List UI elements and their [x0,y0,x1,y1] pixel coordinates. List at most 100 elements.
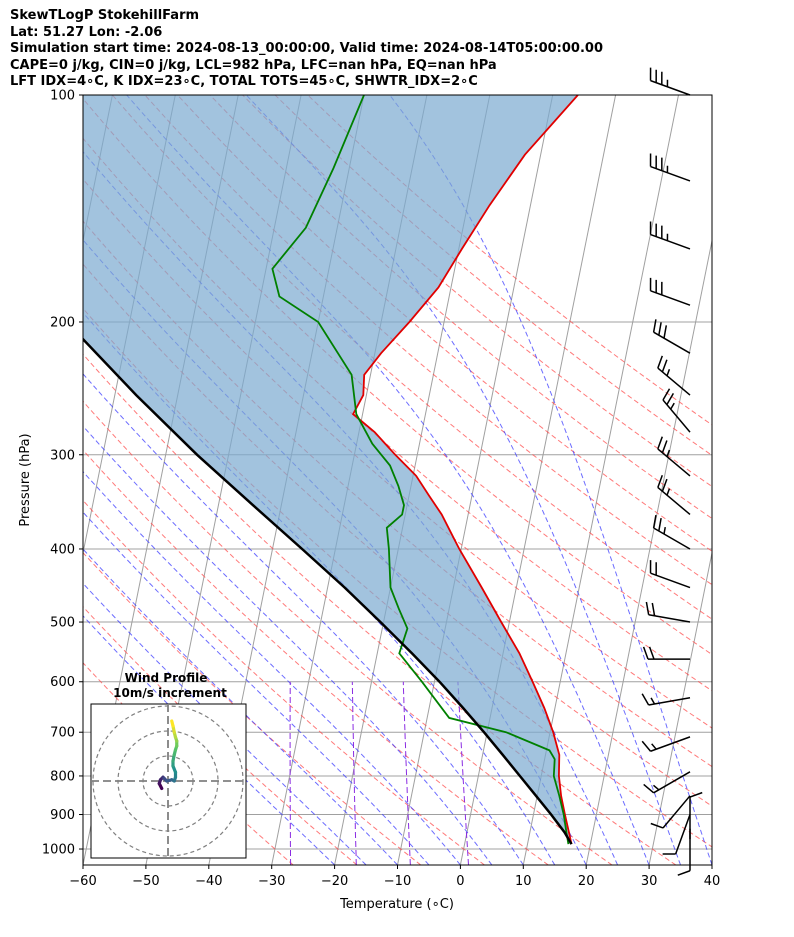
wind-barb-feather [652,784,660,791]
dry-adiabat-line [177,95,712,552]
y-tick-label: 1000 [42,843,75,858]
wind-barb-feather [648,646,655,660]
wind-barb-feather [657,436,663,450]
wind-barb-shaft [648,614,691,623]
x-tick-label: 0 [456,874,464,889]
x-tick-label: −40 [195,874,222,889]
wind-barb-shaft [650,165,691,182]
x-tick-label: 40 [704,874,721,889]
wind-barb-feather [652,515,657,529]
moist-adiabat-line [83,615,335,865]
wind-barb-feather [650,697,656,705]
wind-barb-shaft [653,331,691,354]
y-tick-label: 800 [50,769,75,784]
wind-barb-feather [666,488,671,496]
hodograph-subtitle: 10m/s increment [113,686,227,700]
moist-adiabat-line [83,548,398,865]
x-tick-label: −10 [384,874,411,889]
isotherm-line [711,862,712,865]
x-tick-label: −30 [258,874,285,889]
x-tick-label: −60 [69,874,96,889]
wind-barb-shaft [657,367,691,396]
y-tick-label: 700 [50,726,75,741]
x-tick-label: 30 [641,874,658,889]
cape-shading [83,95,578,845]
wind-barb-feather [677,870,691,876]
wind-barb-shaft [657,486,691,516]
time-line: Simulation start time: 2024-08-13_00:00:… [10,41,603,56]
wind-barb-feather [651,602,656,616]
wind-barb-shaft [648,696,691,706]
wind-barb-shaft [650,736,691,752]
wind-barb-feather [641,693,650,706]
x-tick-label: 10 [515,874,532,889]
wind-barb-shaft [653,527,691,550]
profiles [83,95,579,845]
wind-barb-feather [666,392,675,405]
wind-barb-feather [642,646,649,660]
wind-barb [649,277,691,306]
moist-adiabat-line [83,373,524,865]
wind-barb [662,388,691,433]
wind-barb [657,436,691,477]
y-tick-label: 600 [50,675,75,690]
temperature-profile-line [351,95,579,845]
wind-barb-feather [657,355,663,369]
wind-barb-shaft [650,79,691,96]
wind-barb [645,601,691,623]
moist-adiabat-line [83,511,430,865]
isotherm-line [585,238,712,865]
y-tick-label: 200 [50,315,75,330]
wind-barb-feather [661,440,668,454]
dry-adiabat-line [112,95,712,620]
wind-barb-feather [662,388,671,401]
dry-adiabat-line [274,95,712,456]
mixing-ratio-line [402,681,411,865]
wind-barb [657,475,691,516]
mixing-ratio-line [351,681,357,865]
mixing-ratio-line [289,681,292,865]
chart-header: SkewTLogP StokehillFarm Lat: 51.27 Lon: … [10,8,603,91]
wind-barb-feather [670,402,675,410]
wind-barb-shaft [657,448,691,477]
wind-barb-feather [663,325,668,339]
moist-adiabat-line [389,95,712,865]
x-tick-label: −50 [132,874,159,889]
wind-barb-shaft [650,572,691,589]
dewpoint-profile-line [271,95,570,845]
wind-barb [652,319,691,354]
isotherm-line [648,550,712,865]
cape-cin-shading [83,95,578,845]
moist-adiabat-line [83,582,367,865]
wind-barb [652,515,691,550]
moist-adiabat-line [245,95,681,865]
wind-barb [643,771,691,794]
wind-barb-feather [645,601,650,615]
wind-barb [641,693,691,706]
wind-barb-feather [689,791,703,798]
wind-barb [649,67,691,96]
wind-barb [649,221,691,250]
x-tick-label: −20 [321,874,348,889]
y-tick-label: 100 [50,89,75,104]
wind-barbs [641,67,703,876]
wind-barb-feather [666,368,671,377]
location-line: Lat: 51.27 Lon: -2.06 [10,24,163,40]
wind-barb-shaft [650,233,691,250]
wind-barb [677,828,691,876]
dry-adiabat-line [83,98,712,656]
dry-adiabat-line [242,95,712,488]
wind-barb [649,560,691,589]
wind-barb-feather [641,740,652,752]
wind-barb-feather [658,518,662,532]
hodograph-title: Wind Profile [125,671,208,685]
dry-adiabat-line [83,400,613,865]
wind-barb-feather [661,359,668,373]
dry-adiabat-line [83,178,712,729]
wind-barb-shaft [662,399,691,433]
wind-barb-feather [650,822,664,829]
moist-adiabat-line [83,425,493,865]
wind-barb-feather [657,475,663,488]
